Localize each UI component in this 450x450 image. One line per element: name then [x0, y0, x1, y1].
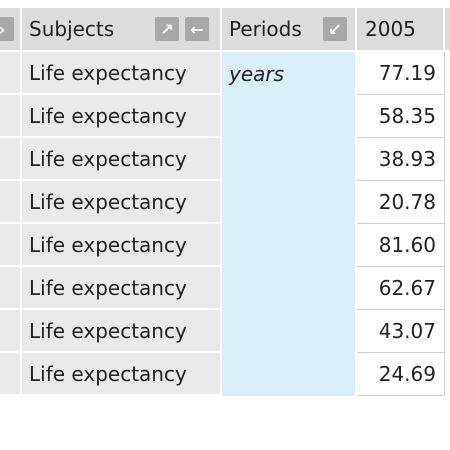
subject-cell: Life expectancy: [22, 52, 220, 95]
subject-cell: Life expectancy: [22, 224, 220, 267]
period-column: [222, 52, 355, 396]
move-button[interactable]: ↗: [155, 17, 179, 41]
row-header-corner: ›: [0, 8, 20, 50]
row-stub: [0, 224, 20, 267]
value-cell: 24.69: [357, 353, 445, 396]
row-stub: [0, 181, 20, 224]
header-cell: 2005: [357, 8, 443, 50]
header-text: Periods: [229, 17, 302, 41]
row-stub: [0, 267, 20, 310]
header-text: 2005: [365, 17, 416, 41]
subject-cell: Life expectancy: [22, 310, 220, 353]
row-stub: [0, 95, 20, 138]
header-cell: Periods ↙: [222, 8, 355, 50]
expand-button[interactable]: ›: [0, 17, 14, 41]
header-edge: [445, 8, 450, 50]
subject-cell: Life expectancy: [22, 138, 220, 181]
period-cell: years: [229, 61, 285, 86]
value-cell: 43.07: [357, 310, 445, 353]
row-stub: [0, 353, 20, 396]
subject-cell: Life expectancy: [22, 267, 220, 310]
header-text: Subjects: [29, 17, 115, 41]
value-cell: 62.67: [357, 267, 445, 310]
value-cell: 58.35: [357, 95, 445, 138]
row-stub: [0, 310, 20, 353]
value-cell: 20.78: [357, 181, 445, 224]
move-down-button[interactable]: ↙: [323, 17, 347, 41]
row-stub: [0, 138, 20, 181]
subject-cell: Life expectancy: [22, 353, 220, 396]
value-cell: 38.93: [357, 138, 445, 181]
value-cell: 77.19: [357, 52, 445, 95]
subject-cell: Life expectancy: [22, 95, 220, 138]
move-left-button[interactable]: ←: [185, 17, 209, 41]
value-cell: 81.60: [357, 224, 445, 267]
row-stub: [0, 52, 20, 95]
header-cell: Subjects ↗ ←: [22, 8, 220, 50]
subject-cell: Life expectancy: [22, 181, 220, 224]
